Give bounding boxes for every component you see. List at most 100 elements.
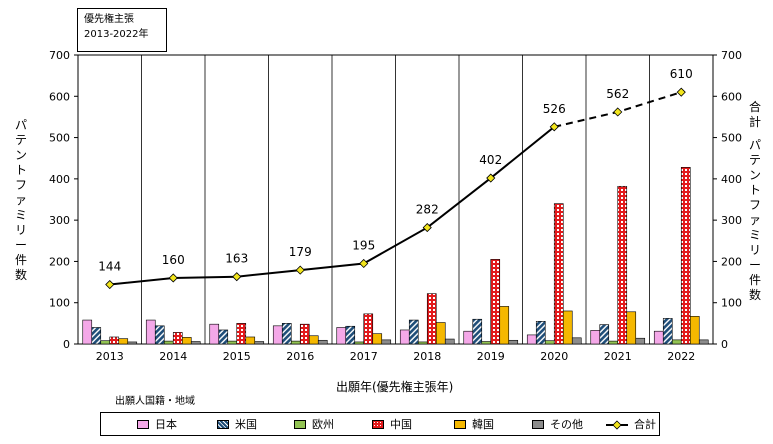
bar-米国-2017	[346, 326, 355, 344]
bar-欧州-2013	[101, 341, 110, 344]
legend-label: 韓国	[472, 418, 494, 432]
bar-米国-2022	[663, 318, 672, 344]
y2-tick-label: 600	[721, 90, 742, 103]
bar-欧州-2021	[609, 341, 618, 344]
y-tick-label: 500	[49, 132, 70, 145]
total-data-label-2018: 282	[416, 203, 439, 217]
bar-中国-2014	[173, 332, 182, 344]
bar-日本-2022	[654, 331, 663, 344]
y-tick-label: 600	[49, 90, 70, 103]
y-tick-label: 300	[49, 214, 70, 227]
bar-欧州-2019	[482, 342, 491, 344]
bar-米国-2021	[600, 325, 609, 344]
note-line-1: 優先権主張	[84, 12, 166, 27]
bar-日本-2020	[527, 335, 536, 344]
y2-tick-label: 300	[721, 214, 742, 227]
bar-日本-2017	[337, 327, 346, 344]
bar-その他-2016	[318, 340, 327, 344]
legend-label: 日本	[155, 418, 177, 432]
bar-中国-2013	[110, 337, 119, 344]
bar-韓国-2020	[563, 311, 572, 344]
bar-その他-2022	[699, 340, 708, 344]
bar-米国-2019	[473, 319, 482, 344]
x-tick-label: 2013	[96, 350, 124, 363]
y2-tick-label: 100	[721, 297, 742, 310]
legend-label: 中国	[390, 418, 412, 432]
bar-欧州-2016	[291, 341, 300, 344]
legend-swatch	[454, 420, 466, 429]
y-axis-label-left: パテントファミリー件数	[14, 118, 28, 283]
bar-中国-2018	[427, 294, 436, 344]
bar-韓国-2022	[690, 316, 699, 344]
y2-tick-label: 200	[721, 255, 742, 268]
x-axis-title: 出願年(優先権主張年)	[336, 378, 453, 395]
total-data-label-2021: 562	[606, 87, 629, 101]
y2-tick-label: 700	[721, 49, 742, 62]
y2-tick-label: 0	[721, 338, 728, 351]
bar-米国-2020	[536, 321, 545, 344]
bar-韓国-2015	[246, 337, 255, 344]
total-marker-2015	[233, 273, 241, 281]
bar-日本-2021	[591, 330, 600, 344]
total-data-label-2019: 402	[479, 153, 502, 167]
bar-中国-2019	[491, 259, 500, 344]
bar-日本-2019	[464, 331, 473, 344]
bar-その他-2014	[191, 342, 200, 344]
y-tick-label: 700	[49, 49, 70, 62]
bar-その他-2013	[128, 342, 137, 344]
legend-swatch	[217, 420, 229, 429]
y2-tick-label: 500	[721, 132, 742, 145]
bar-欧州-2017	[355, 342, 364, 344]
x-tick-label: 2015	[223, 350, 251, 363]
x-tick-label: 2016	[286, 350, 314, 363]
x-tick-label: 2020	[540, 350, 568, 363]
x-tick-label: 2017	[350, 350, 378, 363]
total-marker-2017	[360, 259, 368, 267]
bar-日本-2016	[273, 326, 282, 344]
x-tick-label: 2021	[604, 350, 632, 363]
bar-中国-2017	[364, 314, 373, 344]
legend-label: 米国	[235, 418, 257, 432]
bar-米国-2013	[92, 327, 101, 344]
note-line-2: 2013-2022年	[84, 27, 166, 42]
bar-韓国-2018	[436, 323, 445, 344]
bar-欧州-2014	[164, 341, 173, 344]
bar-中国-2021	[618, 186, 627, 344]
bar-日本-2013	[83, 320, 92, 344]
bar-その他-2015	[255, 342, 264, 344]
bar-米国-2018	[409, 320, 418, 344]
legend-label: 欧州	[312, 418, 334, 432]
bar-欧州-2018	[418, 342, 427, 344]
bar-韓国-2013	[119, 339, 128, 344]
legend-swatch	[532, 420, 544, 429]
legend-swatch	[137, 420, 149, 429]
bar-中国-2020	[554, 204, 563, 344]
bar-中国-2022	[681, 167, 690, 344]
total-data-label-2022: 610	[670, 67, 693, 81]
bar-中国-2015	[237, 323, 246, 344]
legend-label: その他	[550, 418, 583, 432]
x-tick-label: 2022	[667, 350, 695, 363]
bar-その他-2019	[509, 340, 518, 344]
total-marker-2016	[296, 266, 304, 274]
bar-米国-2016	[282, 323, 291, 344]
total-marker-2021	[614, 108, 622, 116]
bar-その他-2020	[572, 338, 581, 344]
bar-韓国-2014	[182, 337, 191, 344]
total-data-label-2013: 144	[98, 260, 121, 274]
x-tick-label: 2014	[159, 350, 187, 363]
bar-日本-2014	[146, 320, 155, 344]
y-tick-label: 0	[63, 338, 70, 351]
bar-日本-2018	[400, 330, 409, 344]
y-tick-label: 200	[49, 255, 70, 268]
y-tick-label: 100	[49, 297, 70, 310]
legend-swatch	[372, 420, 384, 429]
priority-note-box: 優先権主張 2013-2022年	[77, 8, 167, 52]
bar-韓国-2019	[500, 306, 509, 344]
bar-欧州-2020	[545, 341, 554, 344]
total-marker-2013	[106, 281, 114, 289]
bar-欧州-2022	[672, 340, 681, 344]
bar-その他-2017	[382, 340, 391, 344]
bar-韓国-2016	[309, 336, 318, 344]
total-data-label-2015: 163	[225, 252, 248, 266]
